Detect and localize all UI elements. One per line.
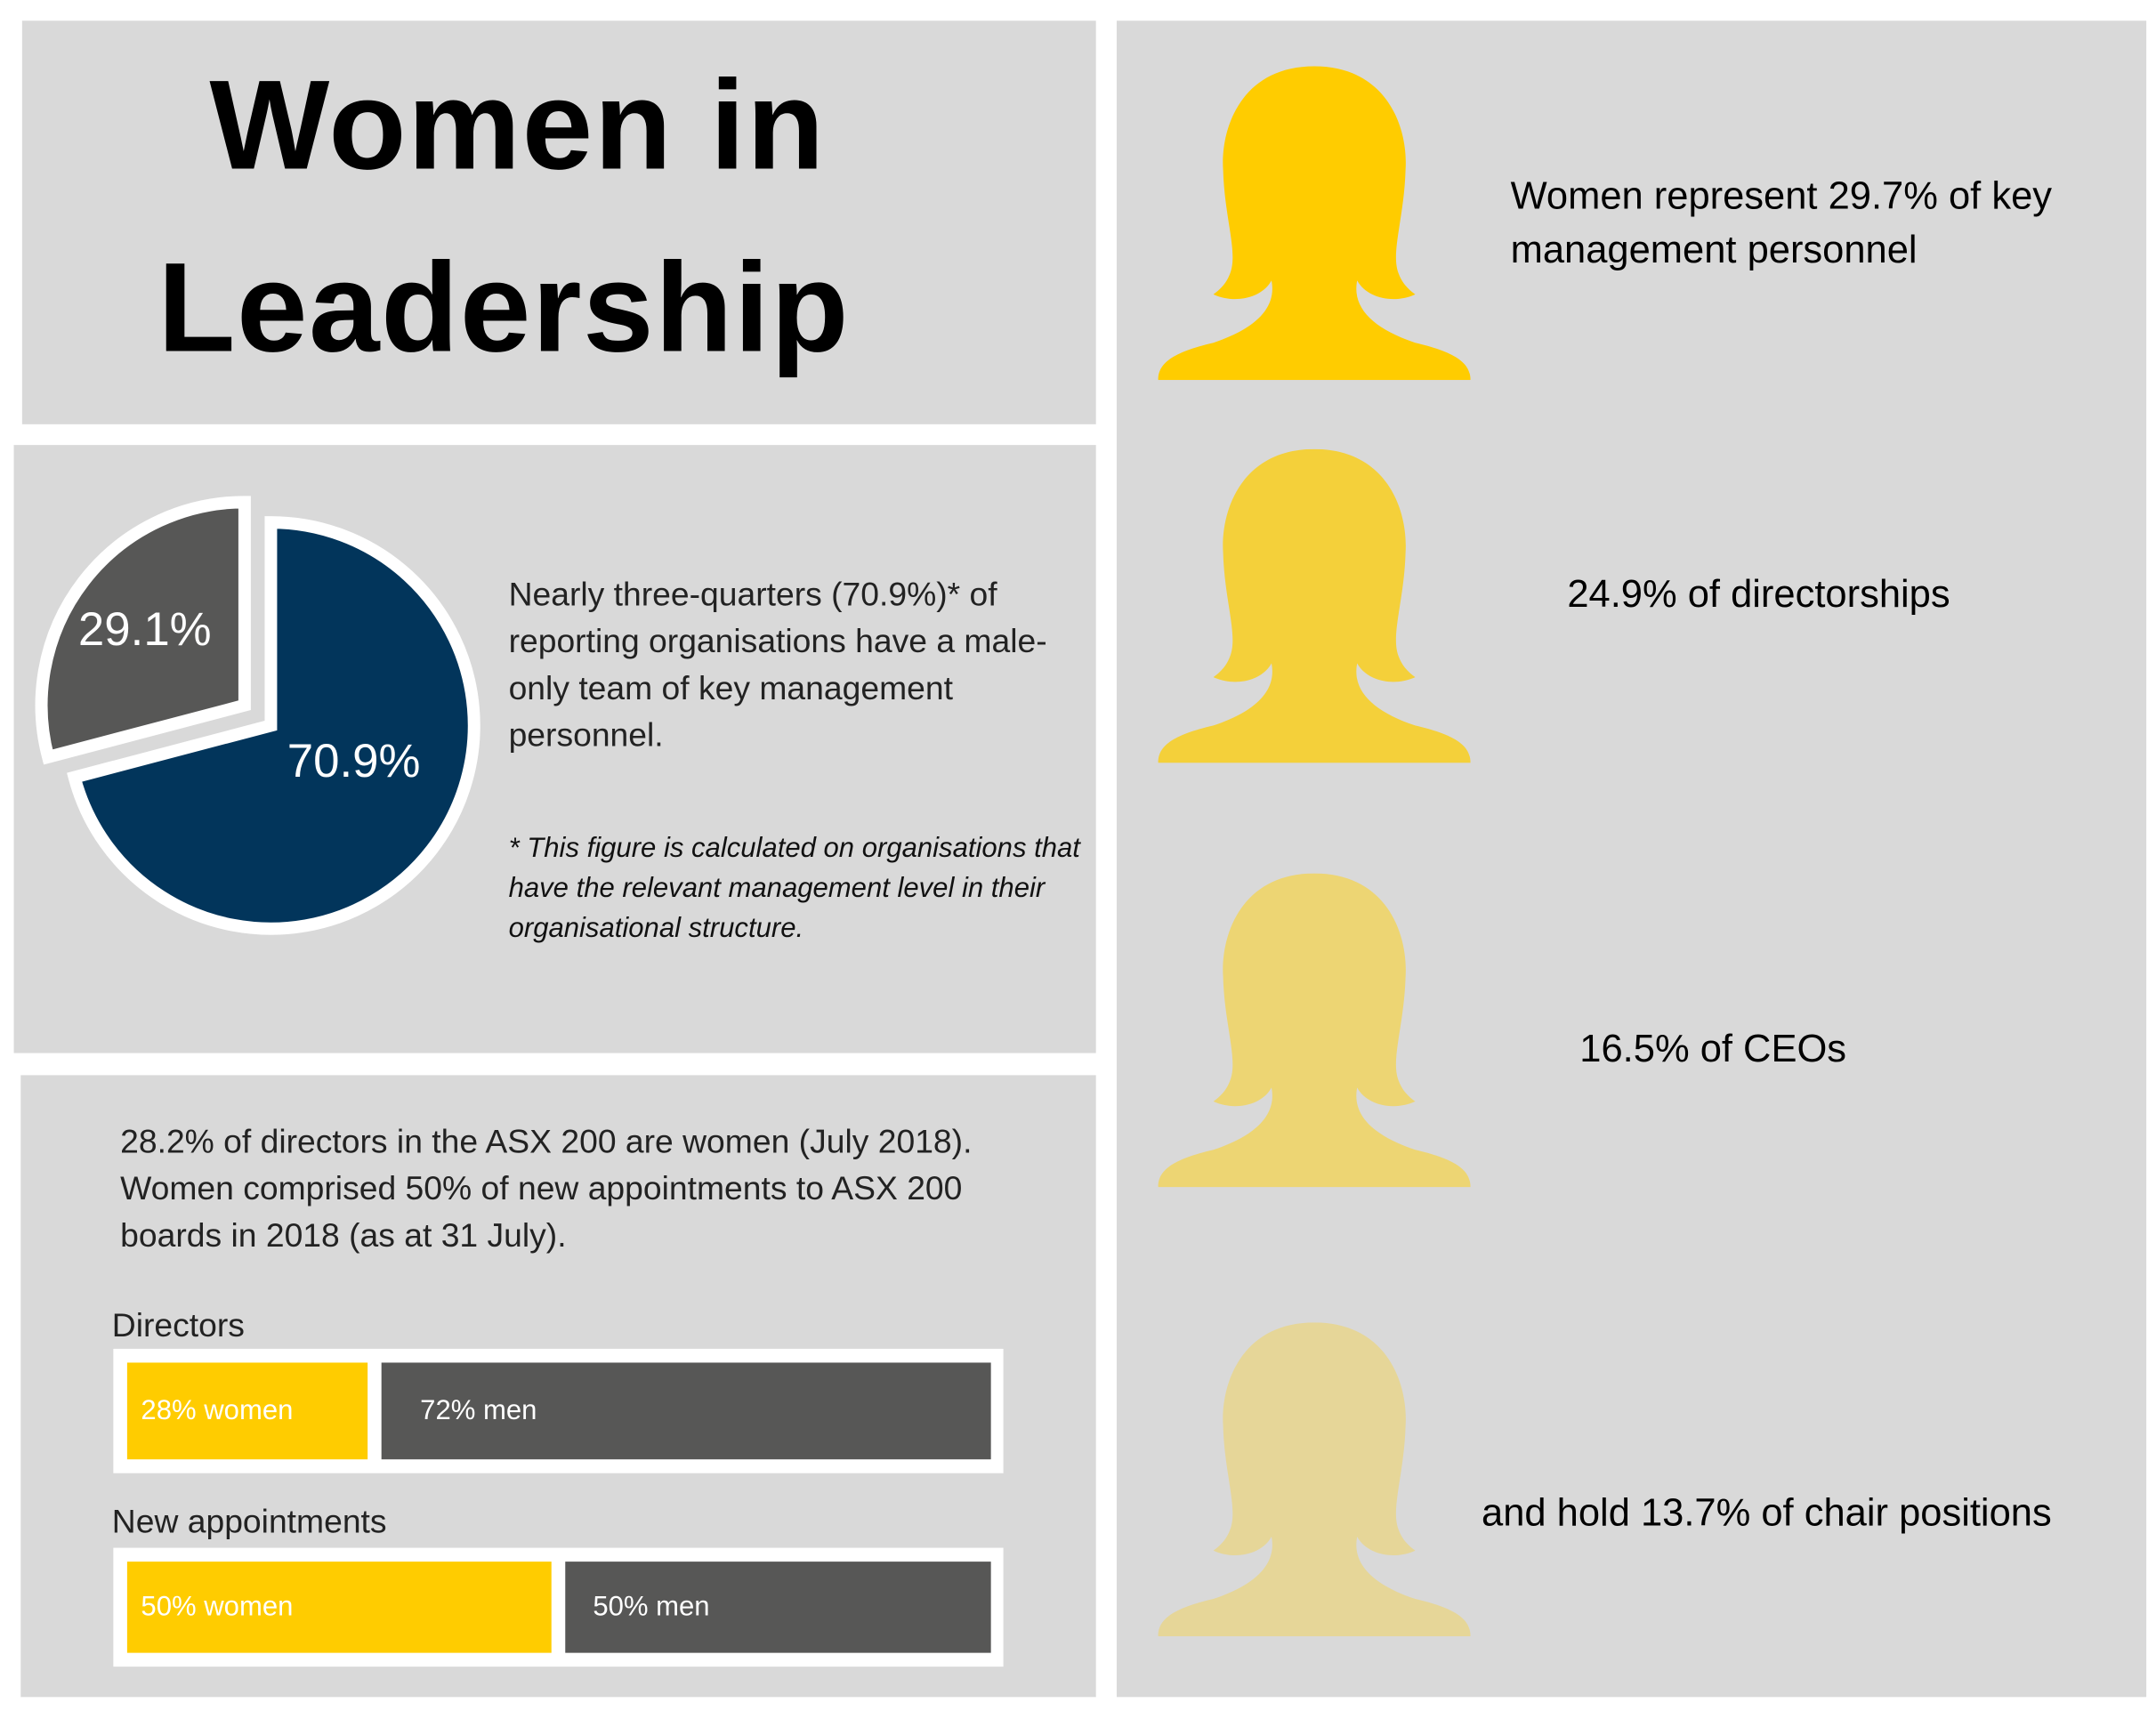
appointments-men-label: 50% men (593, 1591, 710, 1622)
bars-intro: 28.2% of directors in the ASX 200 are wo… (120, 1123, 973, 1255)
pie-slice (67, 516, 480, 935)
directors-women-label: 28% women (141, 1394, 294, 1426)
title-line-2: Leadership (157, 238, 851, 379)
directors-men-label: 72% men (420, 1394, 537, 1426)
stat-chairs: and hold 13.7% of chair positions (1482, 1490, 2052, 1535)
pie-panel: 70.9% 29.1% Nearly three-quarters (70.9%)… (13, 445, 1096, 1053)
pie-description: Nearly three-quarters (70.9%)* of report… (508, 576, 1047, 755)
directors-men-bar: 72% men (381, 1362, 991, 1460)
stat-directorships: 24.9% of directorships (1567, 572, 1950, 616)
directors-women-bar: 28% women (126, 1362, 368, 1460)
appointments-label: New appointments (111, 1503, 387, 1541)
title-panel: Women in Leadership (21, 20, 1096, 424)
woman-silhouette-icon (1158, 1322, 1471, 1636)
stats-panel: Women represent 29.7% of key management … (1116, 20, 2147, 1698)
pie-slice-label: 70.9% (287, 735, 421, 787)
pie-chart: 70.9% 29.1% (35, 496, 480, 935)
title-line-1: Women in (209, 55, 826, 197)
appointments-bar: 50% women 50% men (113, 1547, 1004, 1667)
stat-key-management: Women represent 29.7% of key management … (1510, 174, 2053, 271)
woman-silhouette-icon (1158, 448, 1471, 763)
appointments-women-label: 50% women (141, 1591, 294, 1622)
directors-label: Directors (111, 1307, 245, 1345)
pie-slice (35, 496, 251, 765)
stat-ceos: 16.5% of CEOs (1579, 1027, 1847, 1070)
directors-bar: 28% women 72% men (113, 1348, 1004, 1473)
woman-silhouette-icon (1158, 66, 1471, 381)
appointments-men-bar: 50% men (565, 1562, 991, 1653)
bars-panel: 28.2% of directors in the ASX 200 are wo… (20, 1075, 1096, 1698)
pie-footnote: * This figure is calculated on organisat… (508, 833, 1080, 944)
pie-slice-label: 29.1% (78, 603, 212, 656)
woman-silhouette-icon (1158, 873, 1471, 1188)
appointments-women-bar: 50% women (126, 1562, 552, 1653)
